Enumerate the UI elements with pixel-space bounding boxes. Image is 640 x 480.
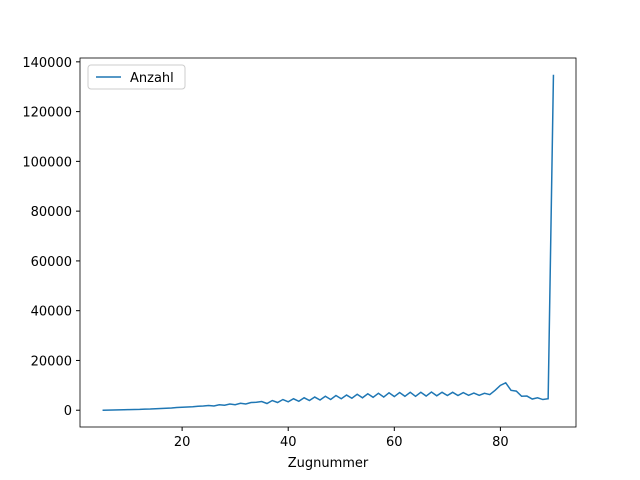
y-tick-label: 80000 xyxy=(31,205,72,220)
x-axis-label: Zugnummer xyxy=(288,456,369,471)
x-tick-label: 60 xyxy=(386,435,403,450)
x-tick-label: 20 xyxy=(174,435,191,450)
x-tick-label: 80 xyxy=(492,435,509,450)
plot-frame xyxy=(79,57,577,428)
y-tick-label: 140000 xyxy=(22,56,72,71)
y-tick-label: 100000 xyxy=(22,155,72,170)
x-tick-label: 40 xyxy=(280,435,297,450)
legend-label: Anzahl xyxy=(130,71,174,86)
line-series xyxy=(102,74,555,411)
y-tick-label: 20000 xyxy=(31,354,72,369)
y-tick-label: 60000 xyxy=(31,255,72,270)
y-tick-label: 40000 xyxy=(31,305,72,320)
y-tick-label: 0 xyxy=(64,404,72,419)
y-tick-label: 120000 xyxy=(22,106,72,121)
legend-box xyxy=(87,64,186,90)
